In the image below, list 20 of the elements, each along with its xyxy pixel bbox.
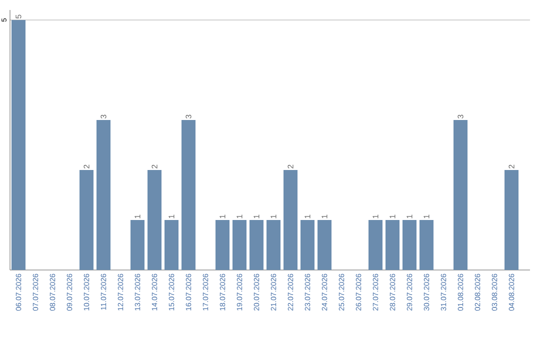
bar xyxy=(504,170,519,270)
bar xyxy=(130,220,144,270)
bar xyxy=(80,170,94,270)
bar xyxy=(12,20,26,270)
bar xyxy=(300,220,315,270)
bar xyxy=(250,220,264,270)
bar xyxy=(266,220,281,270)
bar xyxy=(402,220,417,270)
bar xyxy=(148,170,162,270)
bar xyxy=(216,220,230,270)
bar xyxy=(96,120,110,270)
bar xyxy=(318,220,332,270)
bar xyxy=(164,220,179,270)
bar xyxy=(386,220,400,270)
bar xyxy=(454,120,468,270)
bar xyxy=(232,220,247,270)
bar xyxy=(284,170,298,270)
bar xyxy=(368,220,383,270)
bar xyxy=(182,120,196,270)
bar xyxy=(420,220,434,270)
